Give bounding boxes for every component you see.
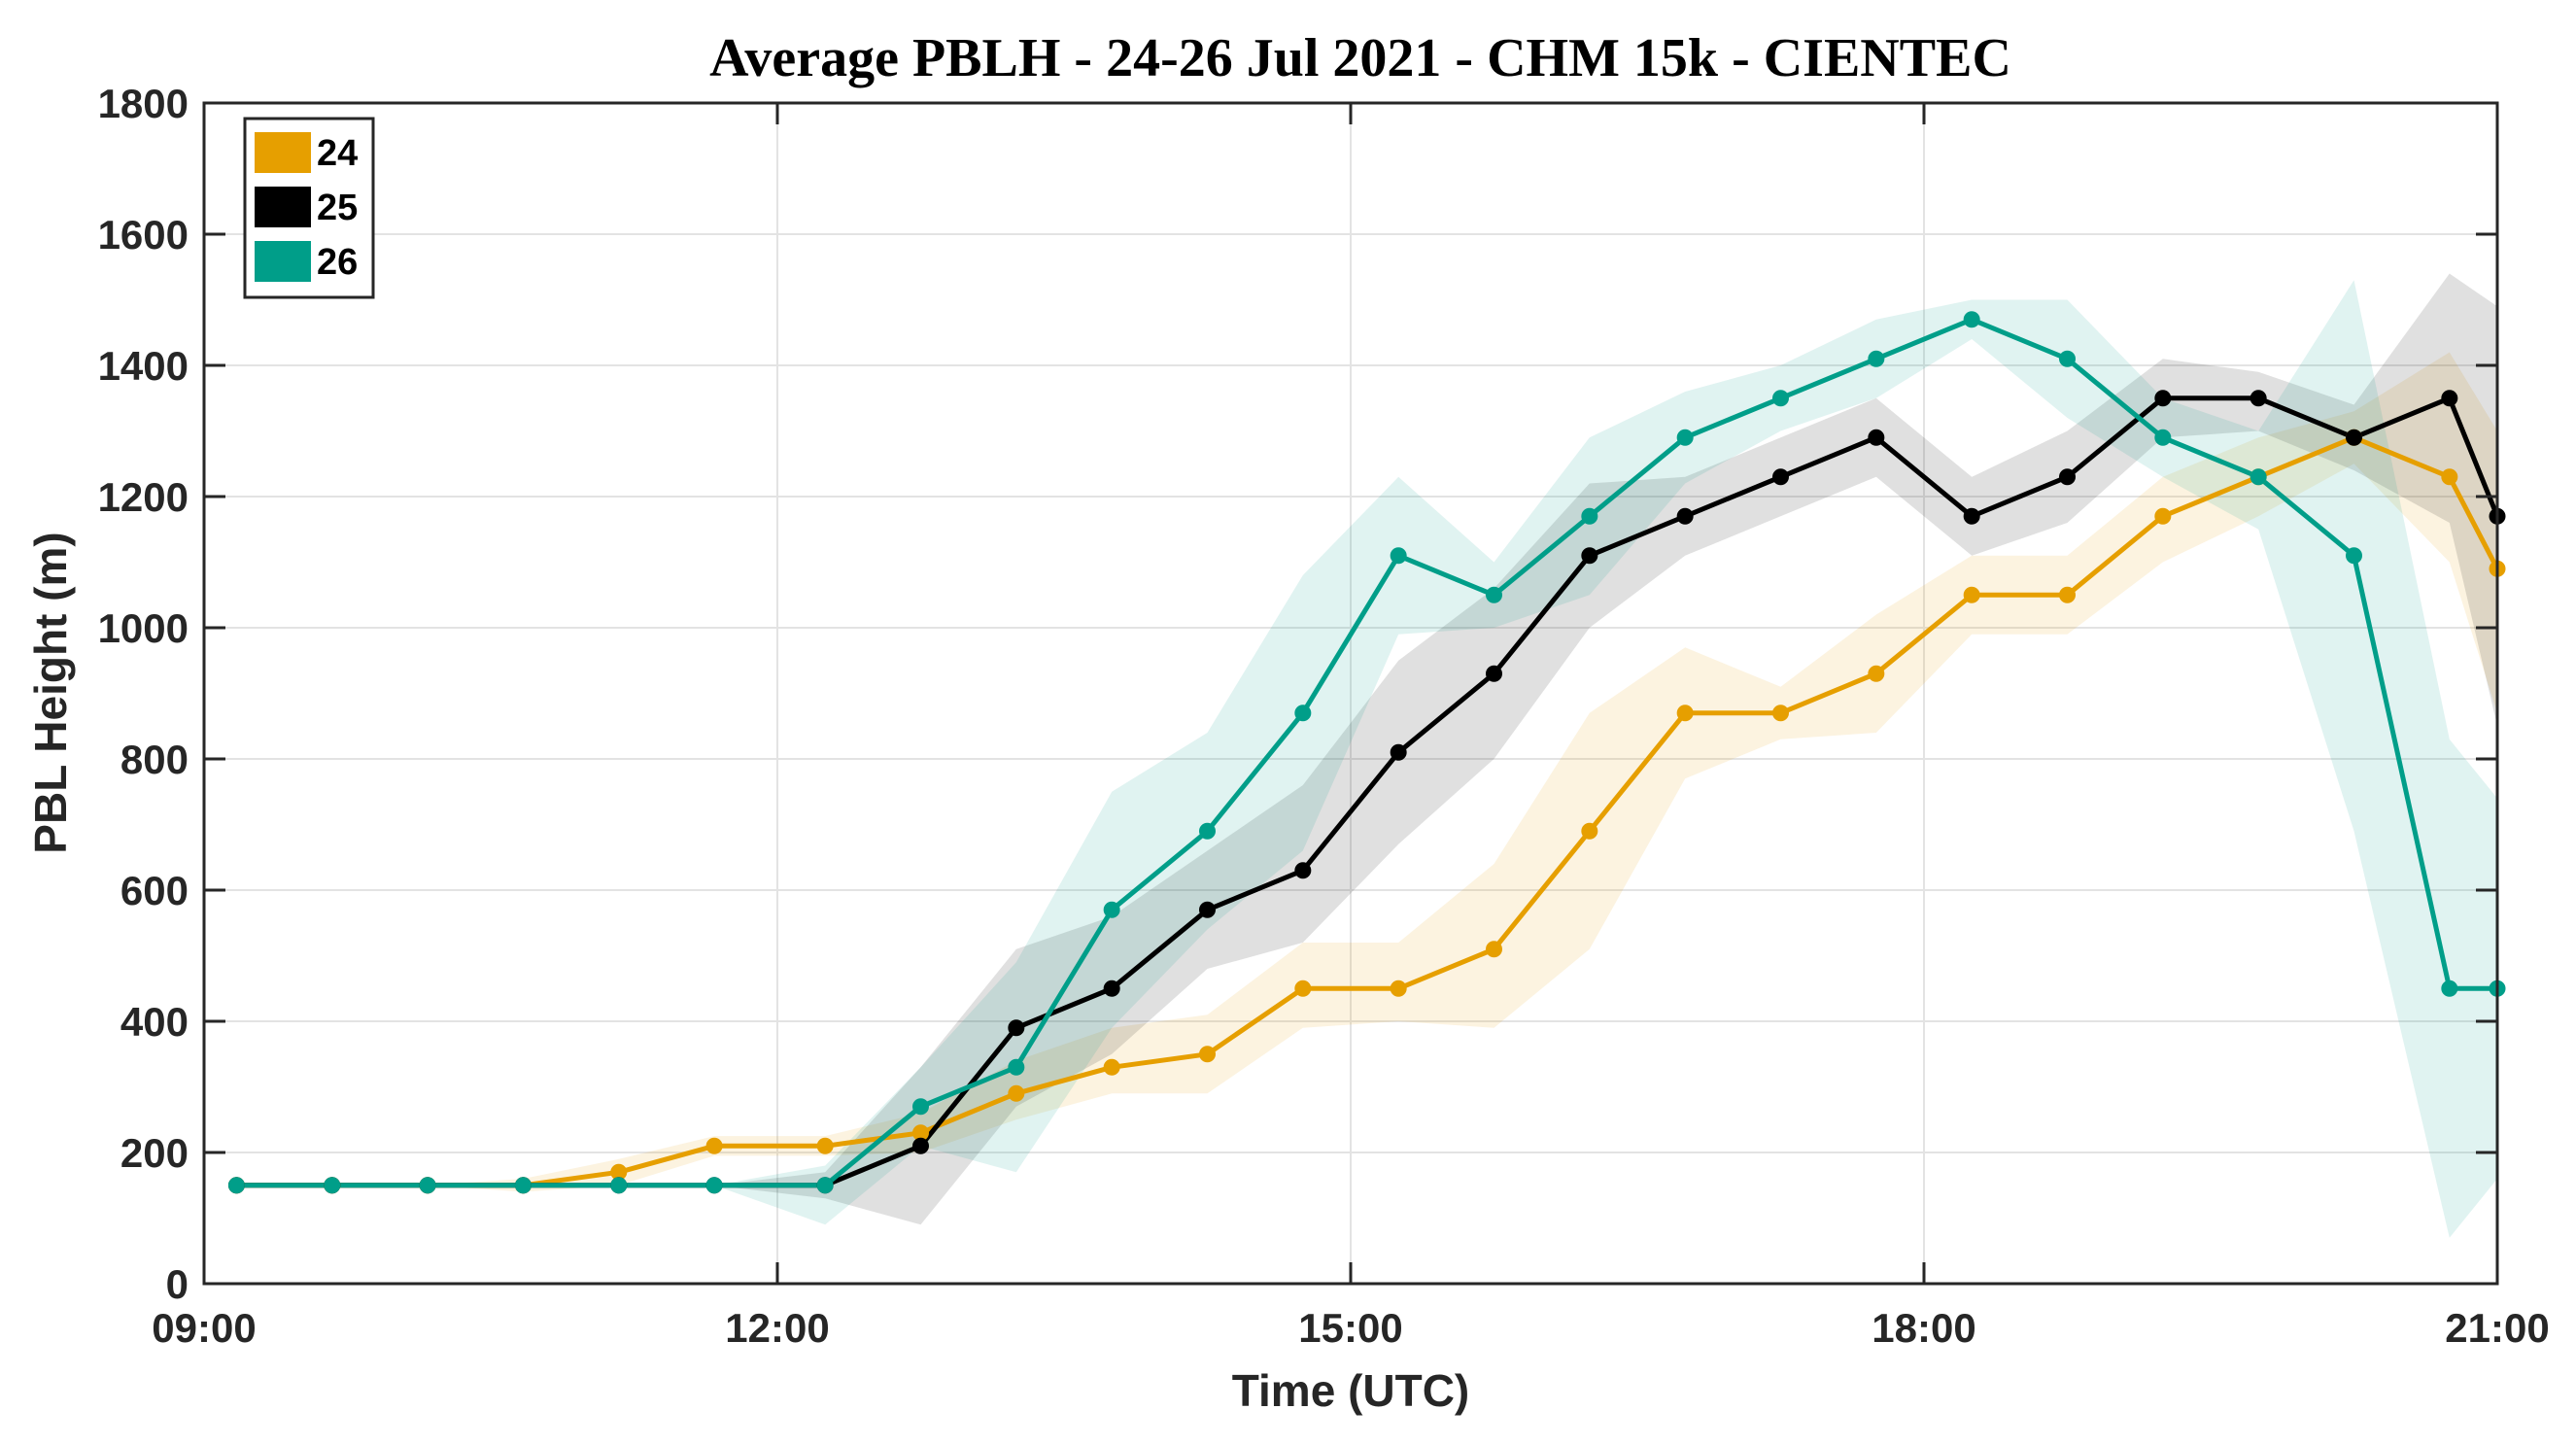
legend-label-26: 26 <box>317 242 358 283</box>
marker-series-25 <box>2154 390 2172 407</box>
marker-series-24 <box>2059 586 2076 603</box>
marker-series-26 <box>2059 350 2076 367</box>
marker-series-25 <box>1772 468 1789 486</box>
x-tick-label: 12:00 <box>725 1305 829 1351</box>
marker-series-26 <box>1199 822 1216 840</box>
y-tick-label: 600 <box>120 868 189 913</box>
marker-series-24 <box>1581 822 1598 840</box>
legend-label-25: 25 <box>317 188 358 228</box>
legend-swatch-25 <box>255 187 311 227</box>
marker-series-26 <box>705 1177 723 1194</box>
marker-series-26 <box>2250 468 2267 486</box>
marker-series-26 <box>2154 429 2172 446</box>
marker-series-24 <box>816 1137 834 1154</box>
y-tick-label: 1600 <box>98 212 189 258</box>
y-tick-label: 1800 <box>98 81 189 126</box>
marker-series-25 <box>1486 665 1502 682</box>
marker-series-24 <box>1008 1084 1025 1102</box>
legend-label-24: 24 <box>317 133 358 174</box>
x-tick-label: 15:00 <box>1298 1305 1402 1351</box>
x-axis-label: Time (UTC) <box>1232 1365 1470 1416</box>
marker-series-26 <box>1008 1058 1025 1076</box>
marker-series-25 <box>1868 429 1885 446</box>
marker-series-26 <box>610 1177 628 1194</box>
marker-series-24 <box>1963 586 1980 603</box>
marker-series-26 <box>227 1177 245 1194</box>
marker-series-25 <box>1103 980 1120 997</box>
marker-series-24 <box>2154 507 2172 525</box>
marker-series-25 <box>1199 901 1216 918</box>
band-series-24 <box>236 352 2498 1192</box>
marker-series-25 <box>2059 468 2076 486</box>
marker-series-26 <box>1294 705 1312 722</box>
marker-series-24 <box>705 1137 723 1154</box>
x-tick-label: 18:00 <box>1872 1305 1975 1351</box>
legend: 24 25 26 <box>243 117 375 299</box>
band-layer <box>236 273 2498 1238</box>
marker-series-25 <box>2346 429 2362 446</box>
marker-series-25 <box>1581 547 1598 565</box>
y-axis-label: PBL Height (m) <box>25 532 76 853</box>
legend-swatch-26 <box>255 241 311 282</box>
y-tick-label: 400 <box>120 999 189 1045</box>
marker-series-26 <box>514 1177 532 1194</box>
marker-layer <box>227 311 2506 1194</box>
marker-series-26 <box>912 1098 929 1116</box>
marker-series-25 <box>1676 507 1694 525</box>
marker-series-26 <box>816 1177 834 1194</box>
band-series-25 <box>236 273 2498 1225</box>
marker-series-26 <box>324 1177 341 1194</box>
marker-series-26 <box>1676 429 1694 446</box>
marker-series-26 <box>2346 547 2362 565</box>
marker-series-25 <box>912 1137 929 1154</box>
marker-series-26 <box>419 1177 436 1194</box>
marker-series-24 <box>1199 1046 1216 1063</box>
marker-series-25 <box>2441 390 2458 407</box>
marker-series-25 <box>2250 390 2267 407</box>
marker-series-25 <box>1008 1019 1025 1037</box>
x-tick-label: 21:00 <box>2445 1305 2549 1351</box>
chart-title: Average PBLH - 24-26 Jul 2021 - CHM 15k … <box>709 28 2011 88</box>
marker-series-26 <box>1772 390 1789 407</box>
marker-series-24 <box>1676 705 1694 722</box>
marker-series-26 <box>1581 507 1598 525</box>
marker-series-25 <box>1294 862 1312 879</box>
y-tick-label: 1200 <box>98 474 189 520</box>
y-tick-label: 1400 <box>98 343 189 389</box>
marker-series-24 <box>1103 1058 1120 1076</box>
marker-series-24 <box>2441 468 2458 486</box>
y-tick-label: 1000 <box>98 605 189 651</box>
marker-series-25 <box>1963 507 1980 525</box>
marker-series-26 <box>1103 901 1120 918</box>
marker-series-24 <box>1486 941 1502 958</box>
tick-layer: 0 200 400 600 800 1000 1200 1400 1600 1800 09:00 12… <box>98 81 2550 1351</box>
y-tick-label: 800 <box>120 737 189 782</box>
marker-series-24 <box>1868 665 1885 682</box>
marker-series-25 <box>1390 743 1407 761</box>
y-tick-label: 200 <box>120 1130 189 1176</box>
marker-series-26 <box>1963 311 1980 328</box>
marker-series-24 <box>1772 705 1789 722</box>
marker-series-26 <box>1868 350 1885 367</box>
x-tick-label: 09:00 <box>152 1305 256 1351</box>
marker-series-26 <box>1390 547 1407 565</box>
marker-series-24 <box>1390 980 1407 997</box>
marker-series-24 <box>1294 980 1312 997</box>
marker-series-26 <box>1486 586 1502 603</box>
marker-series-26 <box>2441 980 2458 997</box>
legend-swatch-24 <box>255 132 311 173</box>
y-tick-label: 0 <box>166 1261 189 1307</box>
